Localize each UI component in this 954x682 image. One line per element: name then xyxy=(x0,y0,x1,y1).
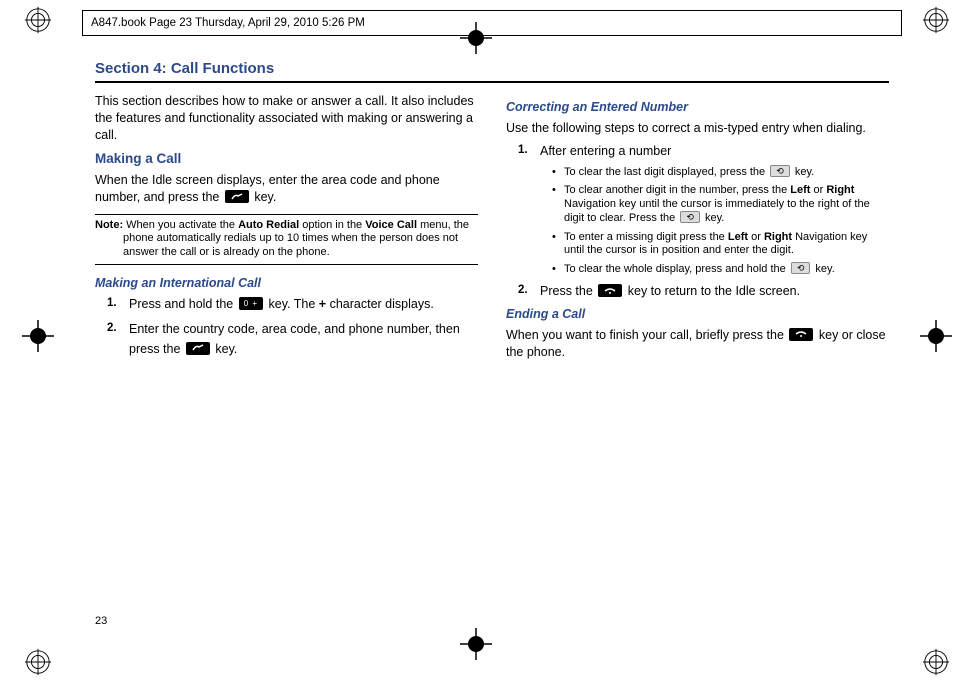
clear-key-icon: ⟲ xyxy=(770,165,790,177)
b2-a: To clear another digit in the number, pr… xyxy=(564,184,790,196)
intl2-a: Enter the country code, area code, and p… xyxy=(129,322,460,356)
clear-key-icon: ⟲ xyxy=(791,262,811,274)
registration-mark-tl xyxy=(24,6,52,34)
b2-c: or xyxy=(810,184,826,196)
send-key-icon xyxy=(225,190,249,203)
crop-mark-right xyxy=(920,320,952,352)
bullet-clear-last: To clear the last digit displayed, press… xyxy=(554,166,889,180)
end-key-icon xyxy=(598,284,622,297)
b4-b: key. xyxy=(812,263,834,275)
zero-plus-key-icon: 0 + xyxy=(239,297,263,310)
note-box: Note: When you activate the Auto Redial … xyxy=(95,214,478,265)
registration-mark-br xyxy=(922,648,950,676)
making-call-body: When the Idle screen displays, enter the… xyxy=(95,172,478,206)
section-title: Section 4: Call Functions xyxy=(95,60,889,77)
ending-call-heading: Ending a Call xyxy=(506,306,889,323)
page-header-bar: A847.book Page 23 Thursday, April 29, 20… xyxy=(82,10,902,36)
making-call-heading: Making a Call xyxy=(95,150,478,168)
bullet-clear-other: To clear another digit in the number, pr… xyxy=(554,184,889,225)
step-number: 1. xyxy=(107,296,117,312)
intl1-a: Press and hold the xyxy=(129,297,237,311)
step-number: 1. xyxy=(518,143,528,159)
b4-a: To clear the whole display, press and ho… xyxy=(564,263,789,275)
clear-key-icon: ⟲ xyxy=(680,211,700,223)
intl2-b: key. xyxy=(212,342,237,356)
end-a: When you want to finish your call, brief… xyxy=(506,328,787,342)
step-number: 2. xyxy=(518,283,528,299)
b2-f: key. xyxy=(702,212,724,224)
bullet-enter-missing: To enter a missing digit press the Left … xyxy=(554,231,889,259)
corr-step1-text: After entering a number xyxy=(540,144,671,158)
intl1-c: + xyxy=(319,297,326,311)
corr2-b: key to return to the Idle screen. xyxy=(624,284,800,298)
step-number: 2. xyxy=(107,319,117,337)
b2-b: Left xyxy=(790,184,810,196)
note-c: option in the xyxy=(299,219,365,231)
b3-a: To enter a missing digit press the xyxy=(564,231,728,243)
intl-step-2: 2. Enter the country code, area code, an… xyxy=(113,319,478,359)
page-header-text: A847.book Page 23 Thursday, April 29, 20… xyxy=(91,17,365,29)
b2-d: Right xyxy=(826,184,854,196)
corr2-a: Press the xyxy=(540,284,596,298)
crop-mark-left xyxy=(22,320,54,352)
making-call-text-b: key. xyxy=(251,190,276,204)
correcting-heading: Correcting an Entered Number xyxy=(506,99,889,116)
intl-call-steps: 1. Press and hold the 0 + key. The + cha… xyxy=(95,296,478,359)
b3-d: Right xyxy=(764,231,792,243)
note-a: When you activate the xyxy=(123,219,238,231)
b1-a: To clear the last digit displayed, press… xyxy=(564,166,768,178)
crop-mark-bottom xyxy=(460,628,492,660)
registration-mark-bl xyxy=(24,648,52,676)
b1-b: key. xyxy=(792,166,814,178)
ending-call-body: When you want to finish your call, brief… xyxy=(506,327,889,361)
b3-c: or xyxy=(748,231,764,243)
correcting-step-2: 2. Press the key to return to the Idle s… xyxy=(524,283,889,300)
right-column: Correcting an Entered Number Use the fol… xyxy=(506,93,889,366)
correcting-intro: Use the following steps to correct a mis… xyxy=(506,120,889,137)
bullet-clear-all: To clear the whole display, press and ho… xyxy=(554,263,889,277)
intl-call-heading: Making an International Call xyxy=(95,275,478,292)
left-column: This section describes how to make or an… xyxy=(95,93,478,366)
note-b: Auto Redial xyxy=(238,219,299,231)
intl1-b: key. The xyxy=(265,297,319,311)
section-rule xyxy=(95,81,889,83)
correcting-bullets: To clear the last digit displayed, press… xyxy=(540,166,889,277)
send-key-icon xyxy=(186,342,210,355)
intro-paragraph: This section describes how to make or an… xyxy=(95,93,478,144)
b3-b: Left xyxy=(728,231,748,243)
note-d: Voice Call xyxy=(365,219,417,231)
correcting-steps: 1. After entering a number To clear the … xyxy=(506,143,889,300)
page-number: 23 xyxy=(95,615,107,627)
end-key-icon xyxy=(789,328,813,341)
page-content: Section 4: Call Functions This section d… xyxy=(95,60,889,622)
intl1-d: character displays. xyxy=(326,297,434,311)
intl-step-1: 1. Press and hold the 0 + key. The + cha… xyxy=(113,296,478,313)
registration-mark-tr xyxy=(922,6,950,34)
correcting-step-1: 1. After entering a number To clear the … xyxy=(524,143,889,277)
note-label: Note: xyxy=(95,219,123,231)
